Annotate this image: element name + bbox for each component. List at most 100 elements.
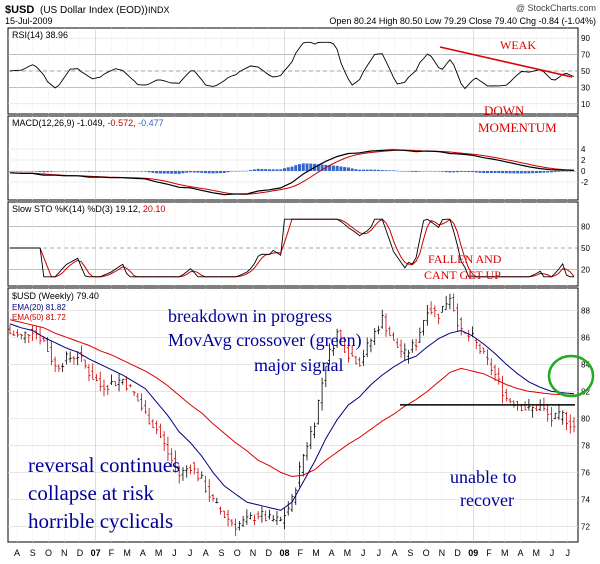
macd-histogram-bar — [399, 171, 403, 172]
macd-histogram-bar — [249, 170, 253, 171]
macd-histogram-bar — [474, 171, 478, 173]
macd-histogram-bar — [147, 171, 151, 173]
macd-histogram-bar — [162, 171, 166, 174]
annotation-major-signal: major signal — [254, 355, 343, 375]
x-tick-label: M — [532, 548, 540, 558]
rsi-tick-label: 90 — [581, 34, 590, 43]
macd-histogram-bar — [57, 171, 61, 172]
x-tick-label: M — [501, 548, 509, 558]
macd-histogram-bar — [83, 171, 87, 172]
macd-histogram-bar — [410, 171, 414, 172]
macd-histogram-bar — [467, 171, 471, 172]
grid-lines — [8, 28, 578, 542]
ema50-line — [9, 319, 575, 478]
macd-histogram-bar — [128, 171, 132, 172]
x-axis: A S O N D 07 F M A M J J A S O N D 08 F M A M J J A S O N D 09 F M A M J J — [14, 548, 570, 558]
macd-histogram-bar — [230, 171, 234, 172]
macd-histogram-bar — [98, 171, 102, 172]
macd-tick-label: 2 — [581, 156, 586, 165]
price-tick-label: 74 — [581, 495, 590, 504]
x-tick-label: A — [517, 548, 523, 558]
x-tick-label: J — [550, 548, 555, 558]
macd-histogram-bar — [346, 167, 350, 171]
annotation-reversal: reversal continues — [28, 453, 180, 477]
macd-tick-label: -2 — [581, 178, 589, 187]
rsi-tick-label: 30 — [581, 83, 590, 92]
macd-histogram-bar — [72, 171, 76, 172]
macd-histogram-bar — [414, 171, 418, 173]
macd-histogram-bar — [455, 171, 459, 173]
macd-label: MACD(12,26,9) -1.049, -0.572, -0.477 — [12, 118, 164, 128]
macd-histogram-bar — [53, 171, 57, 172]
ema20-line — [9, 323, 575, 511]
x-tick-label: O — [45, 548, 52, 558]
annotation-weak: WEAK — [500, 38, 536, 52]
macd-histogram-bar — [298, 164, 302, 171]
macd-histogram-bar — [234, 171, 238, 172]
rsi-series — [9, 41, 575, 90]
macd-histogram-bar — [192, 171, 196, 173]
macd-histogram-bar — [8, 171, 12, 172]
macd-histogram-bar — [572, 171, 576, 172]
rsi-tick-label: 10 — [581, 100, 590, 109]
macd-histogram-bar — [538, 171, 542, 173]
macd-histogram-bar — [136, 171, 140, 172]
ema50-label: EMA(50) 81.72 — [12, 313, 66, 322]
macd-histogram-bar — [429, 171, 433, 172]
macd-histogram-bar — [331, 165, 335, 171]
macd-histogram-bar — [448, 171, 452, 173]
sto-tick-label: 80 — [581, 222, 590, 231]
macd-histogram-bar — [309, 163, 313, 171]
macd-histogram-bar — [519, 171, 523, 174]
macd-histogram-bar — [373, 169, 377, 171]
macd-histogram-bar — [403, 171, 407, 172]
macd-histogram-bar — [553, 171, 557, 173]
annotation-crossover: MovAvg crossover (green) — [168, 330, 362, 351]
macd-histogram-bar — [23, 171, 27, 172]
macd-histogram-bar — [316, 164, 320, 171]
macd-histogram-bar — [286, 167, 290, 171]
macd-histogram-bar — [87, 171, 91, 172]
price-tick-label: 76 — [581, 468, 590, 477]
x-tick-label: F — [297, 548, 303, 558]
macd-histogram-bar — [252, 169, 256, 171]
x-tick-label: F — [486, 548, 492, 558]
macd-histogram-bar — [497, 171, 501, 174]
chart-name: (US Dollar Index (EOD)) — [40, 5, 148, 16]
macd-histogram-bar — [301, 163, 305, 171]
macd-histogram-bar — [463, 171, 467, 172]
annotation-recover: recover — [460, 490, 514, 510]
x-tick-label: D — [266, 548, 273, 558]
macd-histogram-bar — [140, 171, 144, 172]
x-tick-label: J — [172, 548, 177, 558]
macd-histogram-bar — [79, 171, 83, 172]
sto-k-line — [10, 218, 574, 278]
macd-histogram-bar — [19, 171, 23, 172]
macd-histogram-bar — [482, 171, 486, 174]
x-tick-label: F — [109, 548, 115, 558]
macd-histogram-bar — [207, 171, 211, 174]
macd-histogram-bar — [267, 169, 271, 171]
macd-histogram-bar — [38, 171, 42, 172]
x-tick-label: M — [123, 548, 131, 558]
stochastic-series — [10, 218, 575, 278]
macd-histogram-bar — [358, 169, 362, 171]
price-tick-label: 80 — [581, 414, 590, 423]
macd-histogram-bar — [68, 171, 72, 172]
macd-histogram-bar — [27, 171, 31, 172]
x-tick-label: A — [329, 548, 335, 558]
rsi-tick-label: 50 — [581, 67, 590, 76]
x-tick-label: J — [377, 548, 382, 558]
macd-histogram-bar — [132, 171, 136, 172]
macd-histogram-bar — [557, 171, 561, 172]
ohlc-readout: Open 80.24 High 80.50 Low 79.29 Close 79… — [329, 16, 596, 26]
macd-histogram-bar — [523, 171, 527, 174]
macd-histogram-bar — [143, 171, 147, 172]
sto-panel-frame — [7, 201, 579, 287]
macd-tick-label: 4 — [581, 145, 586, 154]
rsi-trendline — [439, 46, 573, 78]
macd-histogram-bar — [437, 171, 441, 172]
sto-tick-label: 20 — [581, 266, 590, 275]
macd-histogram-bar — [76, 171, 80, 172]
